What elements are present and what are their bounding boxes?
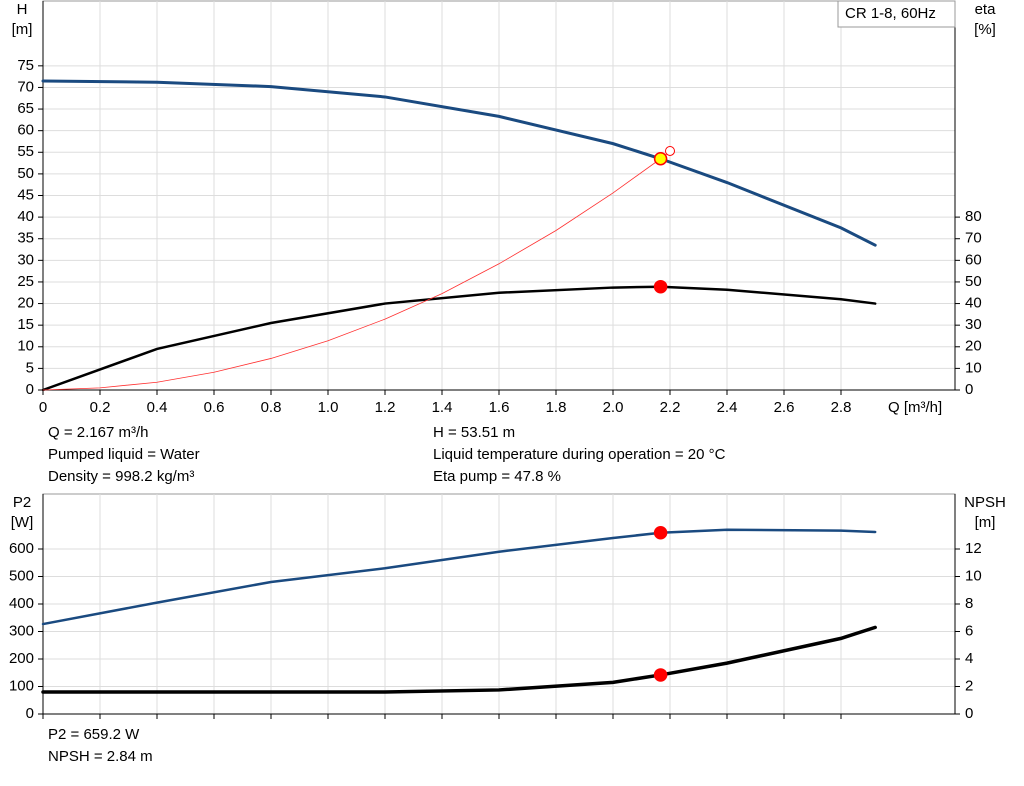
x-tick-label: 2.2: [660, 399, 681, 416]
y2-axis-label: eta: [975, 1, 997, 18]
x-tick-label: 2.4: [717, 399, 738, 416]
y2-tick-label: 40: [965, 295, 982, 312]
x-tick-label: 0.8: [261, 399, 282, 416]
y-tick-label: 75: [17, 57, 34, 74]
x-tick-label: 1.2: [375, 399, 396, 416]
y2-tick-label: 30: [965, 316, 982, 333]
y2-tick-label: 60: [965, 251, 982, 268]
curve: [41, 79, 877, 247]
x-tick-label: 1.8: [546, 399, 567, 416]
operating-point: [653, 279, 668, 294]
y-tick-label: 5: [26, 359, 34, 376]
legend-label: CR 1-8, 60Hz: [845, 5, 936, 22]
y2-tick-label: 50: [965, 273, 982, 290]
curve: [42, 151, 671, 391]
info-text: P2 = 659.2 W: [48, 726, 140, 743]
y-axis-label: [W]: [11, 514, 34, 531]
y-tick-label: 20: [17, 295, 34, 312]
y-tick-label: 65: [17, 100, 34, 117]
y2-tick-label: 8: [965, 595, 973, 612]
info-text: Density = 998.2 kg/m³: [48, 468, 194, 485]
y2-tick-label: 70: [965, 230, 982, 247]
operating-point: [665, 145, 675, 156]
x-axis-label: Q [m³/h]: [888, 399, 942, 416]
y-tick-label: 50: [17, 165, 34, 182]
y-tick-label: 0: [26, 705, 34, 722]
y-tick-label: 40: [17, 208, 34, 225]
x-tick-label: 1.0: [318, 399, 339, 416]
y-tick-label: 600: [9, 540, 34, 557]
y2-tick-label: 0: [965, 381, 973, 398]
y-axis-label: H: [17, 1, 28, 18]
x-tick-label: 1.6: [489, 399, 510, 416]
y2-axis-label: NPSH: [964, 494, 1006, 511]
y-tick-label: 15: [17, 316, 34, 333]
operating-point: [653, 151, 668, 166]
x-tick-label: 2.8: [831, 399, 852, 416]
y-tick-label: 45: [17, 186, 34, 203]
y-tick-label: 0: [26, 381, 34, 398]
y-tick-label: 100: [9, 677, 34, 694]
y2-tick-label: 10: [965, 567, 982, 584]
x-tick-label: 0.6: [204, 399, 225, 416]
y2-axis-label: [%]: [974, 21, 996, 38]
y2-tick-label: 20: [965, 338, 982, 355]
y-tick-label: 400: [9, 595, 34, 612]
y2-tick-label: 12: [965, 540, 982, 557]
curve: [41, 285, 877, 392]
y2-axis-label: [m]: [975, 514, 996, 531]
x-tick-label: 0.4: [147, 399, 168, 416]
operating-point: [653, 525, 668, 540]
y-tick-label: 55: [17, 143, 34, 160]
y-tick-label: 300: [9, 622, 34, 639]
y2-tick-label: 80: [965, 208, 982, 225]
legend-box: [837, 0, 956, 28]
x-tick-label: 2.6: [774, 399, 795, 416]
y-tick-label: 200: [9, 650, 34, 667]
y2-tick-label: 4: [965, 650, 973, 667]
y-axis-label: [m]: [12, 21, 33, 38]
y2-tick-label: 10: [965, 359, 982, 376]
info-text: Liquid temperature during operation = 20…: [433, 446, 726, 463]
curve: [41, 625, 877, 694]
y-tick-label: 10: [17, 338, 34, 355]
curve: [41, 528, 877, 626]
info-text: NPSH = 2.84 m: [48, 748, 153, 765]
y2-tick-label: 2: [965, 677, 973, 694]
operating-point: [653, 668, 668, 682]
y2-tick-label: 6: [965, 622, 973, 639]
info-text: Pumped liquid = Water: [48, 446, 200, 463]
y-tick-label: 500: [9, 567, 34, 584]
info-text: Eta pump = 47.8 %: [433, 468, 561, 485]
x-tick-label: 2.0: [603, 399, 624, 416]
x-tick-label: 1.4: [432, 399, 453, 416]
y-tick-label: 60: [17, 122, 34, 139]
x-tick-label: 0: [39, 399, 47, 416]
y-axis-label: P2: [13, 494, 31, 511]
info-text: Q = 2.167 m³/h: [48, 424, 148, 441]
y-tick-label: 35: [17, 230, 34, 247]
info-text: H = 53.51 m: [433, 424, 515, 441]
x-tick-label: 0.2: [90, 399, 111, 416]
y2-tick-label: 0: [965, 705, 973, 722]
y-tick-label: 70: [17, 78, 34, 95]
y-tick-label: 30: [17, 251, 34, 268]
y-tick-label: 25: [17, 273, 34, 290]
